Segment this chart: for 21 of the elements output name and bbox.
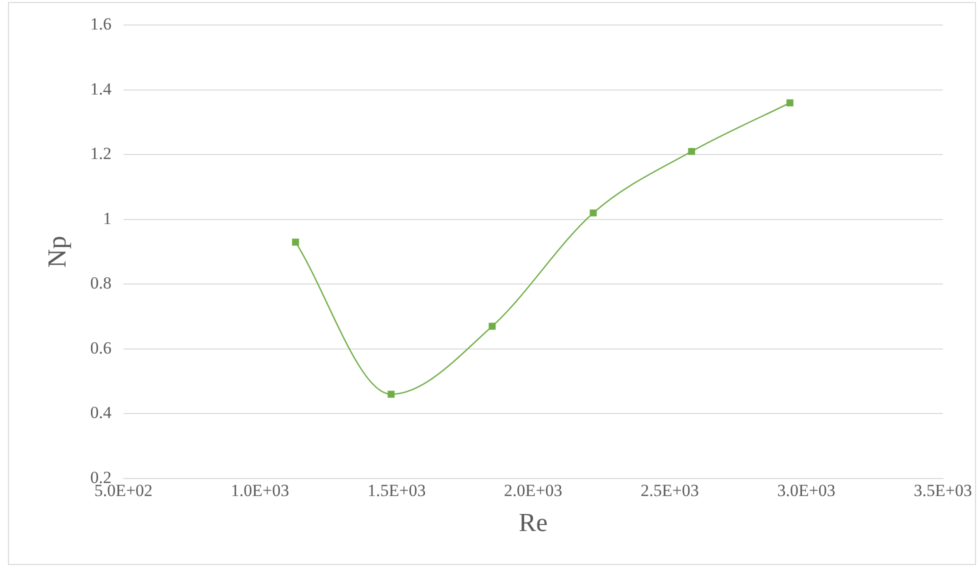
y-tick-label: 0.8 [90, 274, 112, 293]
y-tick-label: 1.2 [90, 144, 112, 164]
x-tick-label: 1.0E+03 [230, 481, 290, 500]
y-axis-title: Np [42, 236, 72, 268]
point [590, 209, 597, 216]
y-tick-label: 1 [102, 208, 112, 228]
x-axis-title: Re [518, 508, 548, 538]
x-tick-label: 3.5E+03 [914, 481, 972, 500]
y-tick-label: 0.6 [90, 338, 112, 358]
x-tick-label: 2.0E+03 [504, 481, 562, 500]
point [786, 99, 794, 106]
point [292, 238, 300, 246]
x-tick-label: 2.5E+03 [640, 481, 699, 500]
x-tick-label: 1.5E+03 [367, 481, 426, 500]
point [488, 322, 496, 330]
y-tick-label: 1.6 [90, 14, 112, 34]
y-tick-label: 1.4 [90, 79, 112, 98]
point [688, 148, 696, 155]
point [388, 390, 395, 398]
y-tick-label: 0.4 [90, 403, 112, 422]
x-tick-label: 3.0E+03 [777, 481, 836, 500]
